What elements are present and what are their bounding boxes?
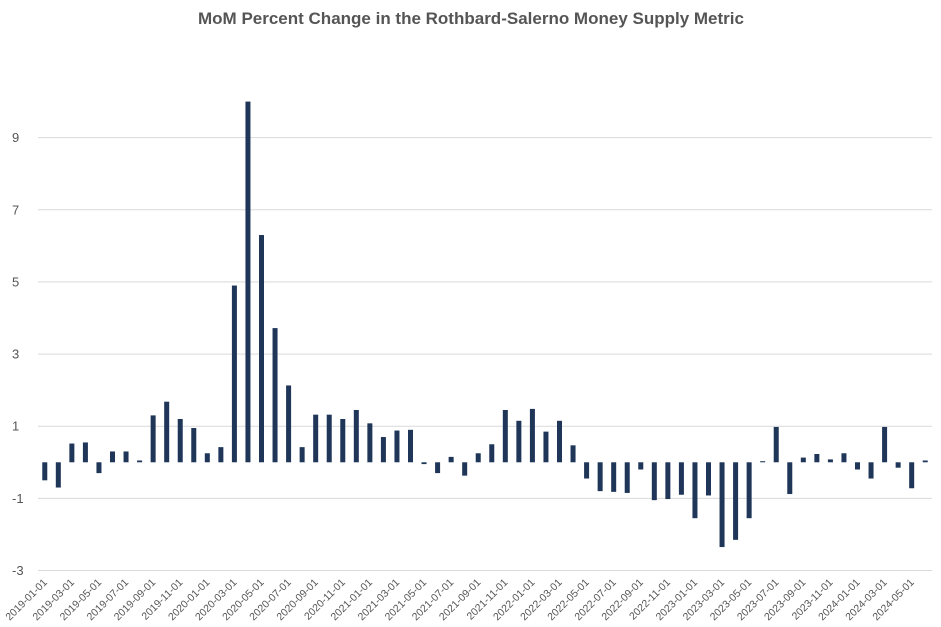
bar (733, 462, 739, 540)
bar (150, 415, 156, 463)
bar (922, 460, 928, 463)
bar (272, 328, 278, 463)
y-tick-label: -3 (12, 563, 24, 578)
bar (367, 423, 373, 463)
bar (42, 462, 48, 481)
gridlines (38, 137, 932, 571)
bar (638, 462, 644, 470)
bar (82, 442, 88, 463)
bar (407, 429, 414, 463)
bar (299, 447, 305, 463)
bar (191, 428, 197, 463)
bar (882, 426, 888, 463)
bar (678, 462, 684, 495)
bar (529, 408, 535, 463)
bar (340, 419, 346, 463)
bar (895, 462, 901, 468)
bar (394, 430, 400, 463)
bar (543, 431, 549, 463)
bar (611, 462, 617, 492)
bar (705, 462, 712, 496)
y-tick-label: -1 (12, 491, 24, 506)
bar (326, 414, 332, 463)
bar (137, 460, 143, 463)
bar (448, 456, 454, 463)
bar (800, 457, 806, 463)
bar (584, 462, 590, 479)
bar (55, 462, 61, 488)
bar (245, 101, 251, 463)
y-axis-ticks: 9 7 5 3 1 -1 -3 (12, 130, 24, 578)
y-tick-label: 5 (12, 274, 19, 289)
x-axis-ticks: 2019-01-012019-03-012019-05-012019-07-01… (3, 577, 916, 624)
bar (313, 414, 319, 463)
bar (489, 444, 495, 463)
bars (42, 101, 928, 548)
bar (665, 462, 671, 500)
bar (624, 462, 630, 493)
bar (475, 453, 481, 463)
bar (69, 443, 75, 463)
bar (421, 462, 427, 465)
bar (841, 453, 847, 463)
bar (502, 409, 508, 463)
bar (651, 462, 657, 501)
bar (570, 445, 576, 463)
bar (204, 453, 210, 463)
bar (516, 420, 522, 463)
bar (827, 459, 833, 463)
bar (854, 462, 861, 470)
y-tick-label: 7 (12, 202, 19, 217)
bar (164, 401, 170, 463)
bar (787, 462, 793, 495)
bar (719, 462, 725, 548)
bar (96, 462, 102, 474)
bar (218, 447, 224, 463)
y-tick-label: 3 (12, 347, 19, 362)
bar (814, 453, 820, 463)
bar (868, 462, 874, 479)
bar (760, 461, 766, 463)
bar (231, 285, 237, 463)
bar (556, 420, 563, 463)
bar (462, 462, 468, 476)
bar (435, 462, 441, 474)
bar (177, 419, 183, 463)
bar (353, 409, 359, 463)
bar (597, 462, 603, 492)
bar (123, 451, 129, 463)
y-tick-label: 9 (12, 130, 19, 145)
chart-title: MoM Percent Change in the Rothbard-Saler… (198, 9, 744, 28)
bar (773, 426, 779, 463)
bar (746, 462, 752, 519)
bar (109, 451, 116, 463)
bar (909, 462, 915, 489)
bar (286, 385, 292, 463)
y-tick-label: 1 (12, 419, 19, 434)
bar (692, 462, 698, 519)
bar (258, 235, 265, 463)
bar (380, 437, 386, 463)
